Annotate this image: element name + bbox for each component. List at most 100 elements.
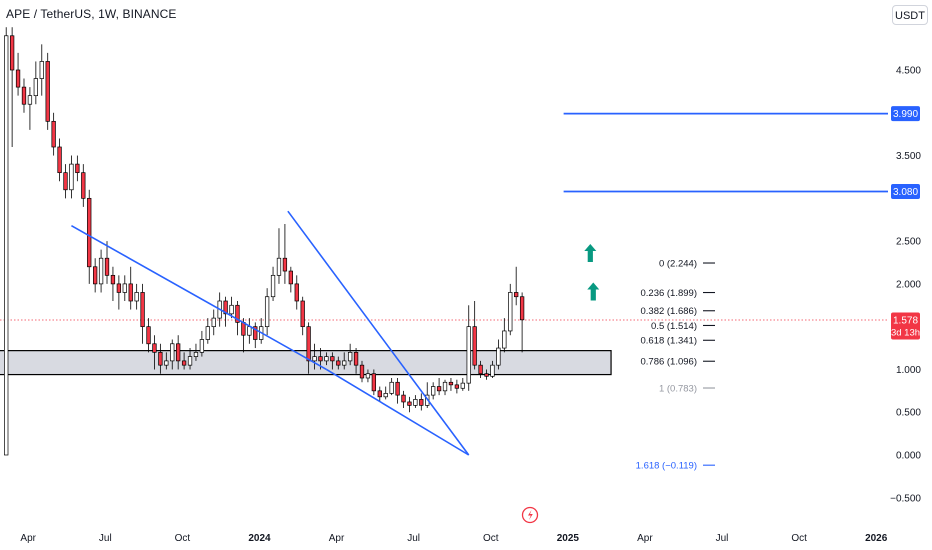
candle [502, 318, 507, 353]
fib-level-label: 0.618 (1.341) [640, 336, 697, 347]
candle-body [377, 390, 382, 398]
candle [211, 309, 216, 336]
candle [324, 352, 329, 366]
candle-body [241, 322, 246, 336]
candle-body [300, 300, 305, 328]
candle-body [389, 381, 394, 394]
time-tick-label: Jul [99, 533, 112, 544]
candle [395, 378, 400, 404]
candle-body [110, 274, 116, 285]
fib-level-label: 0.5 (1.514) [651, 321, 697, 332]
candle-body [466, 326, 471, 384]
candle-body [116, 283, 122, 293]
candle [288, 266, 293, 293]
candle-body [128, 283, 133, 302]
candle [342, 352, 347, 370]
horizontal-levels-layer [563, 112, 888, 193]
candle-body [170, 343, 175, 362]
candle [9, 27, 15, 147]
candle [448, 378, 454, 391]
candle-body [264, 296, 270, 328]
candles-layer [4, 27, 525, 456]
time-tick-label: 2026 [865, 533, 888, 544]
candle [496, 339, 501, 370]
candle-body [187, 356, 193, 366]
candle [454, 379, 460, 394]
time-tick-label: Apr [20, 533, 36, 544]
candle-body [45, 61, 50, 122]
candle [152, 335, 157, 370]
candle-body [270, 274, 276, 298]
candle-body [276, 257, 282, 276]
candle-body [140, 292, 145, 328]
currency-selector[interactable]: USDT [892, 5, 928, 25]
candle [383, 386, 388, 400]
support-zone-box [0, 350, 612, 376]
price-tick-label: 4.500 [896, 66, 921, 77]
candle [235, 301, 240, 336]
candle-body [454, 384, 460, 389]
level-price-label: 3.990 [893, 109, 918, 120]
candle-body [39, 61, 44, 79]
candle [330, 352, 335, 370]
candle [413, 395, 418, 408]
candle-body [63, 172, 68, 191]
candle [116, 275, 122, 310]
candle [442, 379, 448, 396]
candle-body [448, 381, 454, 386]
candle-body [235, 304, 240, 323]
candle [377, 386, 382, 402]
candle [15, 52, 21, 96]
candle-body [401, 394, 406, 403]
price-tick-label: 0.000 [896, 451, 921, 462]
candle [21, 78, 27, 113]
time-tick-label: Jul [407, 533, 420, 544]
candle [33, 61, 38, 105]
candle [425, 382, 430, 408]
candle [401, 390, 406, 408]
candle-body [176, 343, 181, 362]
candle-body [253, 326, 258, 340]
candle-body [247, 326, 252, 336]
candle-body [4, 35, 9, 456]
candle-body [164, 360, 169, 366]
candle-body [436, 386, 442, 392]
candle [134, 283, 139, 310]
price-tick-label: 1.000 [896, 365, 921, 376]
candle-body [15, 69, 21, 88]
candle-body [312, 356, 317, 362]
time-tick-label: Jul [716, 533, 729, 544]
time-axis: Apr Jul Oct 2024 Apr Jul Oct 2025 Apr Jul Oct 2026 [20, 533, 887, 544]
candle [436, 378, 442, 396]
candle-body [442, 381, 448, 392]
candle-body [371, 373, 377, 392]
candle-body [306, 326, 311, 362]
candle-body [75, 163, 80, 174]
candle [519, 292, 525, 353]
price-axis: 4.500 3.500 2.500 2.000 1.000 0.500 0.000 −0.50… [890, 66, 921, 505]
candle [4, 27, 9, 456]
candle [92, 258, 98, 293]
symbol-title: APE / TetherUS, 1W, BINANCE [6, 7, 177, 21]
candle-body [122, 283, 127, 293]
candle-body [181, 360, 187, 366]
candle-body [158, 351, 163, 366]
candle [353, 348, 359, 374]
candle [57, 138, 62, 182]
tradingview-logo-icon [521, 506, 539, 524]
candle [407, 396, 412, 413]
fib-level-label: 0 (2.244) [659, 258, 697, 269]
candle-body [211, 317, 216, 328]
candle [466, 305, 471, 391]
candle-body [419, 399, 424, 406]
candle [75, 155, 80, 182]
candle [359, 360, 365, 383]
candle [389, 378, 394, 396]
level-price-tag [891, 183, 920, 199]
candle-body [460, 382, 465, 389]
candle [371, 369, 377, 396]
price-tick-label: 0.500 [896, 408, 921, 419]
candle-body [472, 326, 477, 366]
bar-countdown-label: 3d 13h [891, 327, 920, 338]
